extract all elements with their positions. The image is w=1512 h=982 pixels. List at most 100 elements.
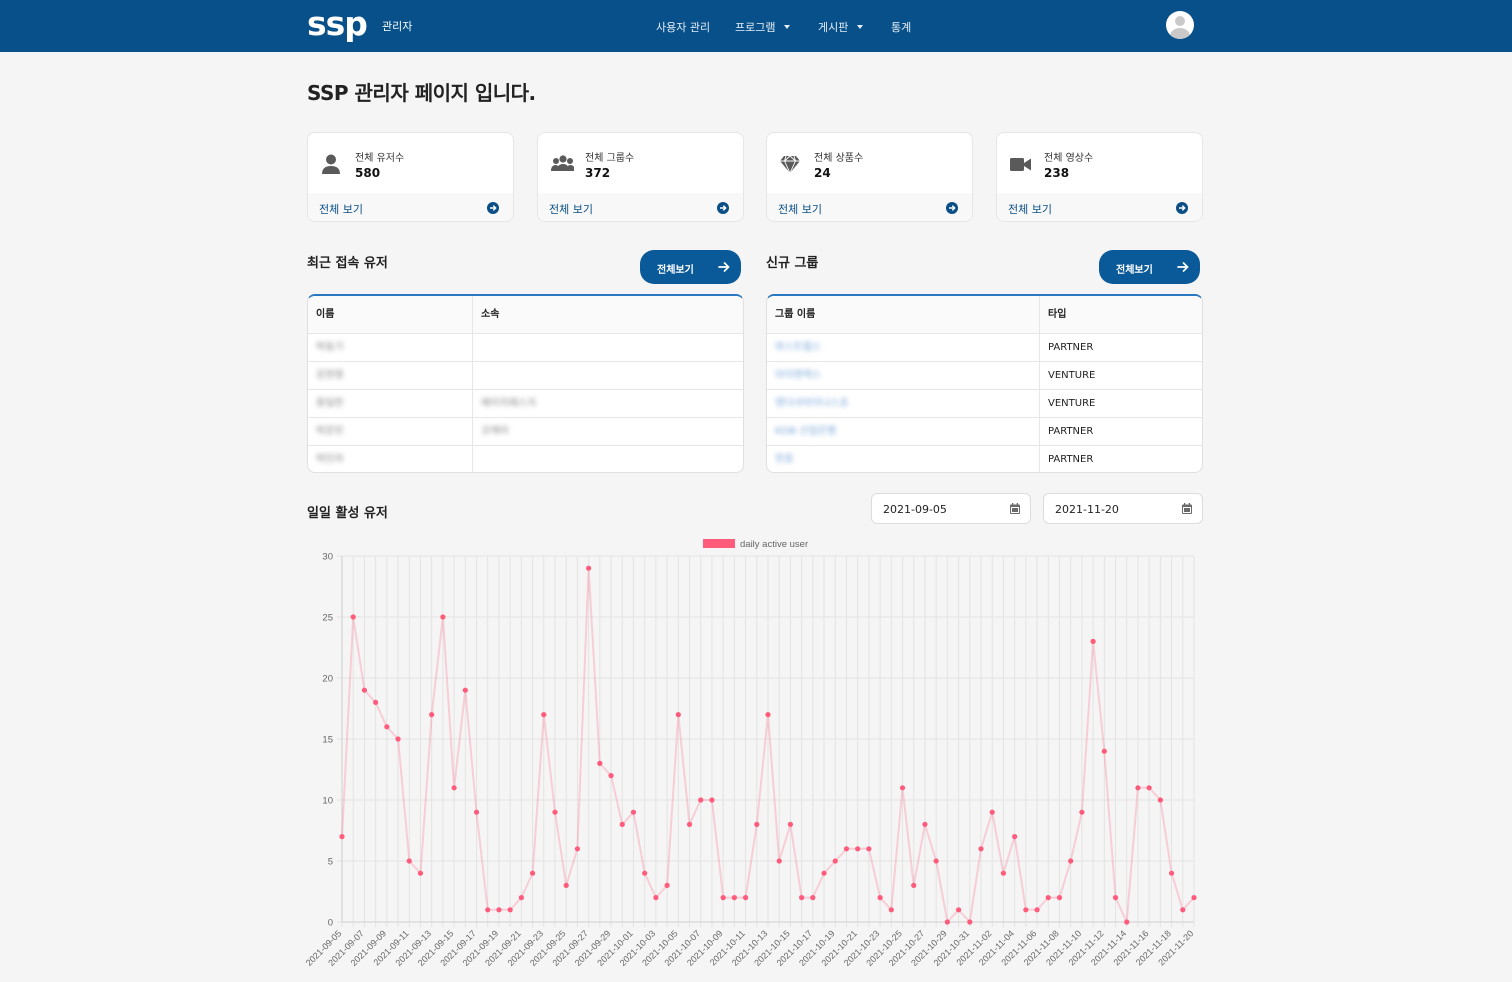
- table-row[interactable]: 박인자: [308, 446, 743, 472]
- recent-users-view-all-button[interactable]: 전체보기: [640, 250, 741, 284]
- data-point: [787, 821, 794, 827]
- stat-card-footer[interactable]: 전체 보기: [997, 193, 1202, 221]
- user-name: 박동기: [316, 342, 344, 353]
- data-point: [406, 858, 412, 864]
- data-point: [350, 614, 356, 620]
- stat-card-footer[interactable]: 전체 보기: [767, 193, 972, 221]
- view-all-link[interactable]: 전체 보기: [1008, 203, 1052, 216]
- data-point: [664, 882, 670, 888]
- table-row[interactable]: 박동기: [308, 334, 743, 362]
- stat-card-products: 전체 상품수 24 전체 보기: [766, 132, 973, 222]
- data-point: [597, 760, 603, 766]
- stat-card-users: 전체 유저수 580 전체 보기: [307, 132, 514, 222]
- start-date-value: 2021-09-05: [883, 503, 947, 516]
- data-point: [608, 773, 614, 779]
- stat-card-footer[interactable]: 전체 보기: [538, 193, 743, 221]
- data-point: [462, 687, 468, 693]
- caret-down-icon: [857, 25, 864, 29]
- user-name: 황일한: [316, 398, 344, 409]
- nav-item-board[interactable]: 게시판: [818, 19, 864, 35]
- data-point: [821, 870, 827, 876]
- data-point: [978, 846, 984, 852]
- stat-label: 전체 그룹수: [585, 153, 635, 164]
- data-point: [574, 846, 581, 852]
- data-point: [933, 858, 939, 864]
- data-point: [1168, 870, 1175, 876]
- table-row[interactable]: 황일한 에이치에스지: [308, 390, 743, 418]
- arrow-circle-right-icon[interactable]: [1176, 202, 1188, 214]
- user-name: 박인자: [316, 454, 344, 465]
- stat-value: 24: [814, 166, 831, 180]
- data-point: [361, 687, 368, 693]
- data-point: [967, 919, 973, 925]
- data-point: [1045, 895, 1051, 901]
- end-date-input[interactable]: 2021-11-20: [1043, 493, 1203, 524]
- data-point: [529, 870, 536, 876]
- column-header-affiliation: 소속: [472, 296, 743, 333]
- group-name-link[interactable]: 와스트랩스: [775, 342, 821, 353]
- data-point: [765, 712, 771, 718]
- stat-value: 580: [355, 166, 381, 180]
- arrow-circle-right-icon[interactable]: [717, 202, 729, 214]
- stat-card-footer[interactable]: 전체 보기: [308, 193, 513, 221]
- stat-card-groups: 전체 그룹수 372 전체 보기: [537, 132, 744, 222]
- view-all-link[interactable]: 전체 보기: [319, 203, 363, 216]
- table-row[interactable]: KDB 산업은행 PARTNER: [767, 418, 1202, 446]
- logo[interactable]: ssp: [307, 4, 368, 43]
- nav-item-stats[interactable]: 통계: [891, 19, 911, 35]
- table-row[interactable]: 아이엔랙스 VENTURE: [767, 362, 1202, 390]
- y-tick-label: 25: [322, 613, 333, 624]
- group-name-link[interactable]: KDB 산업은행: [775, 426, 837, 437]
- user-icon: [322, 154, 340, 174]
- group-name-link[interactable]: 한웅: [775, 454, 794, 465]
- data-point: [339, 834, 345, 840]
- data-point: [1090, 638, 1096, 644]
- data-point: [417, 870, 424, 876]
- nav-item-program[interactable]: 프로그램: [735, 19, 791, 35]
- arrow-circle-right-icon[interactable]: [487, 202, 499, 214]
- user-avatar-icon[interactable]: [1166, 11, 1194, 39]
- nav-item-label: 프로그램: [735, 21, 776, 34]
- data-point: [552, 809, 558, 815]
- users-icon: [551, 155, 574, 171]
- user-affiliation: 코케어: [481, 426, 509, 437]
- data-point: [1000, 870, 1007, 876]
- data-point: [485, 907, 491, 913]
- data-point: [518, 895, 524, 901]
- group-name-link[interactable]: 아이엔랙스: [775, 370, 821, 381]
- group-type: VENTURE: [1039, 390, 1202, 417]
- table-row[interactable]: 엔더샤마이나스포 VENTURE: [767, 390, 1202, 418]
- table-header-row: 이름 소속: [308, 296, 743, 334]
- legend-label: daily active user: [740, 539, 808, 550]
- data-point: [922, 821, 928, 827]
- nav-item-users[interactable]: 사용자 관리: [656, 19, 710, 35]
- gem-icon: [780, 155, 800, 175]
- top-navbar: ssp 관리자 사용자 관리 프로그램 게시판 통계: [0, 0, 1512, 52]
- table-row[interactable]: 강현영: [308, 362, 743, 390]
- calendar-icon[interactable]: [1182, 503, 1192, 514]
- legend-swatch: [703, 539, 735, 548]
- group-name-link[interactable]: 엔더샤마이나스포: [775, 398, 849, 409]
- data-point: [586, 565, 592, 571]
- view-all-link[interactable]: 전체 보기: [549, 203, 593, 216]
- view-all-link[interactable]: 전체 보기: [778, 203, 822, 216]
- new-groups-view-all-button[interactable]: 전체보기: [1099, 250, 1200, 284]
- stat-label: 전체 유저수: [355, 153, 405, 164]
- user-name: 박문빈: [316, 426, 344, 437]
- calendar-icon[interactable]: [1010, 503, 1020, 514]
- data-point: [496, 907, 502, 913]
- data-point: [630, 809, 637, 815]
- table-row[interactable]: 와스트랩스 PARTNER: [767, 334, 1202, 362]
- data-point: [1135, 785, 1141, 791]
- table-row[interactable]: 한웅 PARTNER: [767, 446, 1202, 472]
- data-point: [1079, 809, 1085, 815]
- data-point: [731, 895, 737, 901]
- data-point: [384, 724, 390, 730]
- data-point: [944, 919, 950, 925]
- arrow-circle-right-icon[interactable]: [946, 202, 958, 214]
- start-date-input[interactable]: 2021-09-05: [871, 493, 1031, 524]
- button-label: 전체보기: [1116, 265, 1153, 276]
- data-point: [720, 895, 726, 901]
- table-row[interactable]: 박문빈 코케어: [308, 418, 743, 446]
- data-point: [843, 846, 850, 852]
